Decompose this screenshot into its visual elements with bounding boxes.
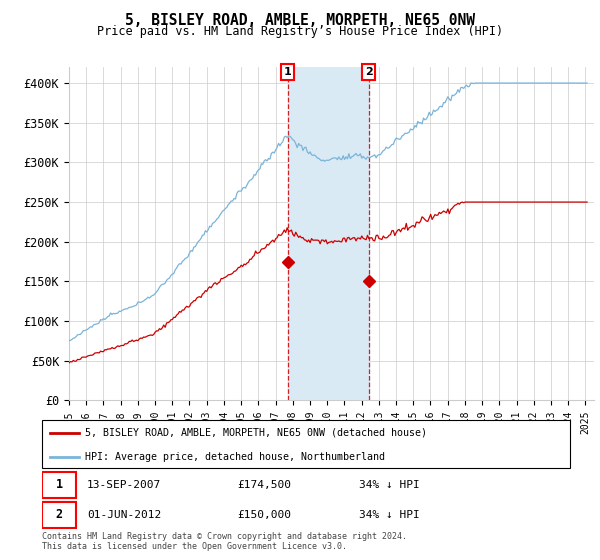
Text: This data is licensed under the Open Government Licence v3.0.: This data is licensed under the Open Gov…	[42, 542, 347, 550]
Text: 2: 2	[56, 508, 63, 521]
Text: 01-JUN-2012: 01-JUN-2012	[87, 510, 161, 520]
Text: HPI: Average price, detached house, Northumberland: HPI: Average price, detached house, Nort…	[85, 452, 385, 462]
Text: 1: 1	[284, 67, 292, 77]
Bar	[288, 67, 369, 400]
Text: 34% ↓ HPI: 34% ↓ HPI	[359, 510, 419, 520]
Text: Contains HM Land Registry data © Crown copyright and database right 2024.: Contains HM Land Registry data © Crown c…	[42, 532, 407, 541]
Text: £150,000: £150,000	[238, 510, 292, 520]
Text: 5, BISLEY ROAD, AMBLE, MORPETH, NE65 0NW (detached house): 5, BISLEY ROAD, AMBLE, MORPETH, NE65 0NW…	[85, 428, 427, 438]
FancyBboxPatch shape	[42, 472, 76, 498]
FancyBboxPatch shape	[42, 502, 76, 528]
Text: 5, BISLEY ROAD, AMBLE, MORPETH, NE65 0NW: 5, BISLEY ROAD, AMBLE, MORPETH, NE65 0NW	[125, 13, 475, 29]
FancyBboxPatch shape	[42, 420, 570, 468]
Text: 2: 2	[365, 67, 373, 77]
Text: 1: 1	[56, 478, 63, 492]
Text: 13-SEP-2007: 13-SEP-2007	[87, 480, 161, 490]
Text: £174,500: £174,500	[238, 480, 292, 490]
Text: 34% ↓ HPI: 34% ↓ HPI	[359, 480, 419, 490]
Text: Price paid vs. HM Land Registry’s House Price Index (HPI): Price paid vs. HM Land Registry’s House …	[97, 25, 503, 38]
